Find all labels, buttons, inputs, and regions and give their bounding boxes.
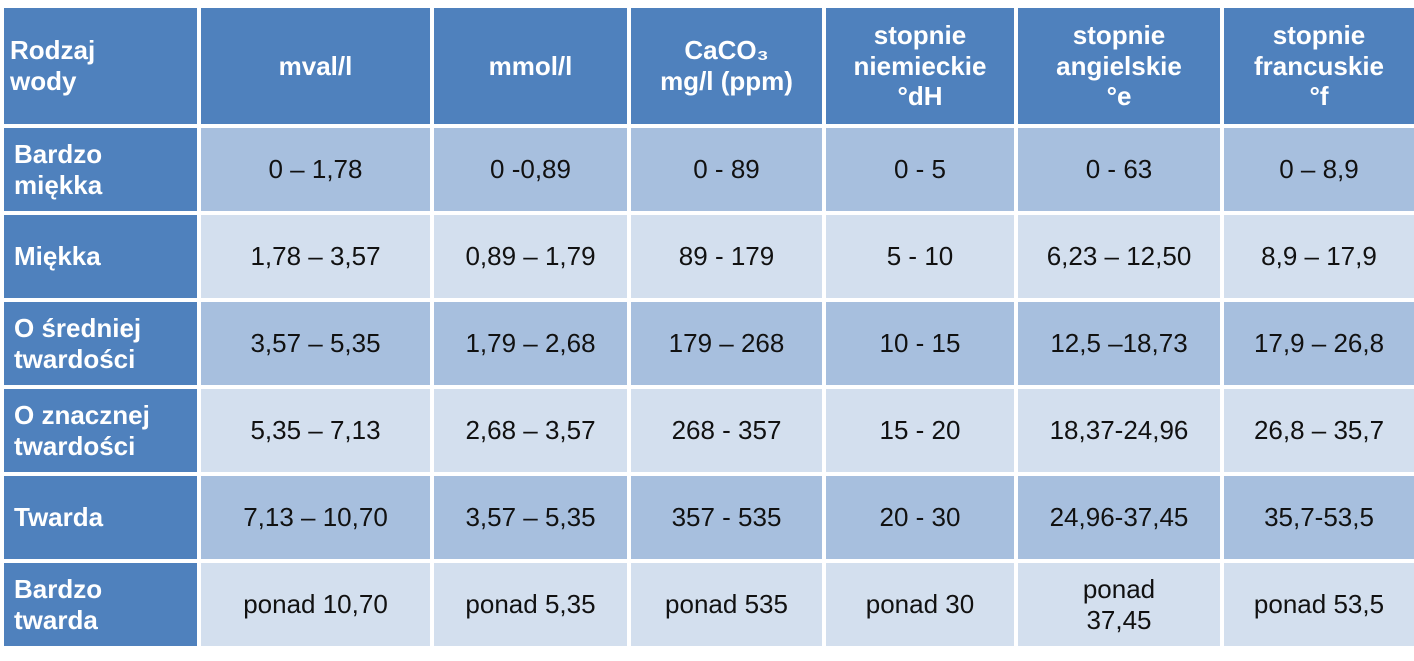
table-row: O średniej twardości 3,57 – 5,35 1,79 – 2,… <box>0 298 1414 389</box>
table-cell: 1,78 – 3,57 <box>197 211 434 302</box>
table-cell: ponad 5,35 <box>430 559 631 650</box>
row-label: Bardzo miękka <box>0 124 201 215</box>
table-cell: 0 – 1,78 <box>197 124 434 215</box>
header-cell: CaCO₃ mg/l (ppm) <box>627 4 826 128</box>
table-cell: ponad 53,5 <box>1220 559 1414 650</box>
table-cell: 0 - 89 <box>627 124 826 215</box>
table-cell: 5,35 – 7,13 <box>197 385 434 476</box>
table-cell: 26,8 – 35,7 <box>1220 385 1414 476</box>
table-cell: 2,68 – 3,57 <box>430 385 631 476</box>
table-cell: 24,96-37,45 <box>1014 472 1224 563</box>
table-cell: 10 - 15 <box>822 298 1018 389</box>
table-wrapper: Rodzaj wody mval/l mmol/l CaCO₃ mg/l (ppm) s… <box>0 4 1414 650</box>
table-cell: 0 – 8,9 <box>1220 124 1414 215</box>
table-cell: 5 - 10 <box>822 211 1018 302</box>
table-cell: 0 - 63 <box>1014 124 1224 215</box>
table-cell: 8,9 – 17,9 <box>1220 211 1414 302</box>
table-row: Twarda 7,13 – 10,70 3,57 – 5,35 357 - 535 20… <box>0 472 1414 563</box>
table-row: Bardzo twarda ponad 10,70 ponad 5,35 ponad … <box>0 559 1414 650</box>
table-cell: 17,9 – 26,8 <box>1220 298 1414 389</box>
table-cell: ponad 37,45 <box>1014 559 1224 650</box>
table-cell: 18,37-24,96 <box>1014 385 1224 476</box>
row-label: O średniej twardości <box>0 298 201 389</box>
table-cell: 179 – 268 <box>627 298 826 389</box>
table-cell: 0 -0,89 <box>430 124 631 215</box>
table-cell: 3,57 – 5,35 <box>197 298 434 389</box>
header-cell: stopnie francuskie °f <box>1220 4 1414 128</box>
header-cell: mmol/l <box>430 4 631 128</box>
hardness-table: Rodzaj wody mval/l mmol/l CaCO₃ mg/l (ppm) s… <box>0 4 1414 650</box>
header-cell: mval/l <box>197 4 434 128</box>
header-cell: Rodzaj wody <box>0 4 201 128</box>
header-cell: stopnie niemieckie °dH <box>822 4 1018 128</box>
table-cell: 89 - 179 <box>627 211 826 302</box>
table-cell: 268 - 357 <box>627 385 826 476</box>
table-cell: 35,7-53,5 <box>1220 472 1414 563</box>
table-cell: ponad 10,70 <box>197 559 434 650</box>
header-cell: stopnie angielskie °e <box>1014 4 1224 128</box>
row-label: Miękka <box>0 211 201 302</box>
table-cell: 0 - 5 <box>822 124 1018 215</box>
table-cell: 15 - 20 <box>822 385 1018 476</box>
table-cell: ponad 30 <box>822 559 1018 650</box>
table-cell: 12,5 –18,73 <box>1014 298 1224 389</box>
table-row: Miękka 1,78 – 3,57 0,89 – 1,79 89 - 179 5 - … <box>0 211 1414 302</box>
row-label: O znacznej twardości <box>0 385 201 476</box>
header-row: Rodzaj wody mval/l mmol/l CaCO₃ mg/l (ppm) s… <box>0 4 1414 128</box>
table-row: O znacznej twardości 5,35 – 7,13 2,68 – 3,… <box>0 385 1414 476</box>
table-cell: 357 - 535 <box>627 472 826 563</box>
table-cell: 3,57 – 5,35 <box>430 472 631 563</box>
table-cell: 1,79 – 2,68 <box>430 298 631 389</box>
table-cell: 7,13 – 10,70 <box>197 472 434 563</box>
table-cell: ponad 535 <box>627 559 826 650</box>
table-cell: 6,23 – 12,50 <box>1014 211 1224 302</box>
table-cell: 20 - 30 <box>822 472 1018 563</box>
row-label: Twarda <box>0 472 201 563</box>
table-cell: 0,89 – 1,79 <box>430 211 631 302</box>
row-label: Bardzo twarda <box>0 559 201 650</box>
